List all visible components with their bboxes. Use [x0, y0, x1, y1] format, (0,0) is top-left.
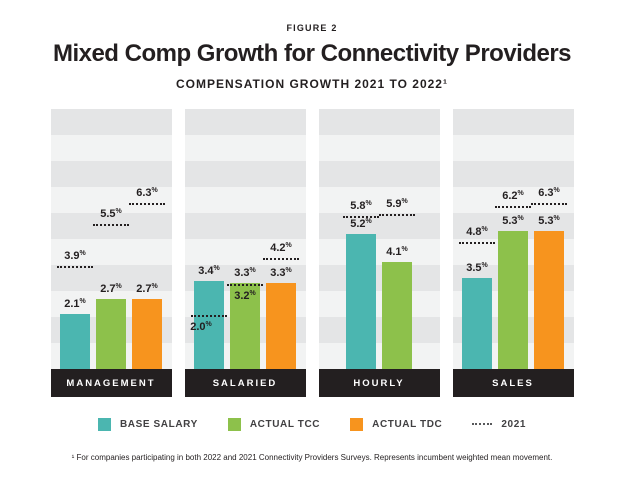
bar-value-label: 2.7% — [136, 282, 158, 295]
legend-label: ACTUAL TCC — [249, 418, 321, 430]
bar-chart: 2.1% 3.9% 2.7% 5.5% 2.7% 6.3% MANAGEMENT 3.4% 2.… — [0, 109, 624, 397]
bar-base_salary-hourly — [346, 233, 376, 369]
figure-label: FIGURE 2 — [286, 23, 338, 33]
legend-swatch — [227, 417, 241, 431]
legend-item-2021: 2021 — [472, 419, 526, 430]
legend-swatch — [97, 417, 111, 431]
bar-value-label: 5.3% — [538, 215, 560, 228]
bar-base_salary-salaried — [194, 280, 224, 369]
panel-management: 2.1% 3.9% 2.7% 5.5% 2.7% 6.3% MANAGEMENT — [50, 109, 172, 397]
bar-value-label: 4.1% — [386, 246, 408, 259]
panel-salaried: 3.4% 2.0% 3.3% 3.2% 3.3% 4.2% SALARIED — [184, 109, 306, 397]
category-label-salaried: SALARIED — [184, 369, 306, 397]
bar-actual_tcc-salaried — [230, 283, 260, 369]
bar-value-label: 3.4% — [198, 264, 220, 277]
legend-item-actual-tcc: ACTUAL TCC — [227, 417, 321, 431]
plot-area-sales: 3.5% 4.8% 5.3% 6.2% 5.3% 6.3% — [452, 109, 574, 369]
bar-actual_tdc-salaried — [266, 283, 296, 369]
chart-subtitle: COMPENSATION GROWTH 2021 TO 2022¹ — [176, 77, 448, 91]
bar-base_salary-sales — [462, 278, 492, 369]
dotted-2021-line — [495, 205, 531, 208]
value-2021-label: 5.5% — [100, 208, 122, 220]
legend-swatch — [350, 417, 364, 431]
plot-area-management: 2.1% 3.9% 2.7% 5.5% 2.7% 6.3% — [50, 109, 172, 369]
plot-area-hourly: 5.2% 5.8% 4.1% 5.9% — [318, 109, 440, 369]
value-2021-label: 4.8% — [466, 226, 488, 239]
legend-item-base-salary: BASE SALARY — [97, 417, 198, 431]
bar-actual_tcc-management — [96, 298, 126, 369]
legend-label: 2021 — [501, 418, 527, 430]
legend-dotted-line-swatch — [472, 423, 493, 425]
bar-value-label: 2.1% — [64, 298, 86, 311]
value-2021-label: 6.3% — [136, 187, 158, 200]
value-2021-label: 3.9% — [64, 249, 86, 262]
dotted-2021-line — [531, 203, 567, 206]
bar-actual_tdc-management — [132, 298, 162, 369]
bar-value-label: 3.3% — [234, 267, 256, 280]
bar-value-label: 5.3% — [502, 215, 524, 228]
bar-value-label: 5.2% — [350, 217, 372, 230]
bar-actual_tdc-sales — [534, 231, 564, 369]
dotted-2021-line — [191, 315, 227, 317]
value-2021-label: 3.2% — [234, 289, 256, 302]
bar-actual_tcc-sales — [498, 231, 528, 369]
panel-hourly: 5.2% 5.8% 4.1% 5.9% HOURLY — [318, 109, 440, 397]
bar-actual_tcc-hourly — [382, 262, 412, 369]
category-label-hourly: HOURLY — [318, 369, 440, 397]
dotted-2021-line — [379, 213, 415, 216]
footnote: ¹ For companies participating in both 20… — [71, 453, 553, 462]
bar-base_salary-management — [60, 314, 90, 369]
dotted-2021-line — [227, 283, 263, 286]
plot-area-salaried: 3.4% 2.0% 3.3% 3.2% 3.3% 4.2% — [184, 109, 306, 369]
legend-label: BASE SALARY — [119, 418, 198, 430]
dotted-2021-line — [263, 257, 299, 260]
bar-value-label: 2.7% — [100, 282, 122, 295]
legend-label: ACTUAL TDC — [372, 418, 443, 430]
chart-legend: BASE SALARY ACTUAL TCC ACTUAL TDC 2021 — [0, 413, 624, 435]
category-label-management: MANAGEMENT — [50, 369, 172, 397]
dotted-2021-line — [343, 216, 379, 219]
legend-item-actual-tdc: ACTUAL TDC — [350, 417, 443, 431]
value-2021-label: 4.2% — [270, 241, 292, 254]
dotted-2021-line — [459, 242, 495, 245]
bar-value-label: 3.3% — [270, 267, 292, 280]
value-2021-label: 6.2% — [502, 189, 524, 202]
value-2021-label: 5.9% — [386, 197, 408, 210]
dotted-2021-line — [57, 265, 93, 268]
bar-value-label: 3.5% — [466, 262, 488, 274]
value-2021-label: 5.8% — [350, 200, 372, 213]
dotted-2021-line — [93, 224, 129, 226]
panel-sales: 3.5% 4.8% 5.3% 6.2% 5.3% 6.3% SALES — [452, 109, 574, 397]
value-2021-label: 6.3% — [538, 187, 560, 200]
page-title: Mixed Comp Growth for Connectivity Provi… — [52, 40, 572, 67]
category-label-sales: SALES — [452, 369, 574, 397]
dotted-2021-line — [129, 203, 165, 206]
value-2021-label: 2.0% — [190, 321, 212, 333]
